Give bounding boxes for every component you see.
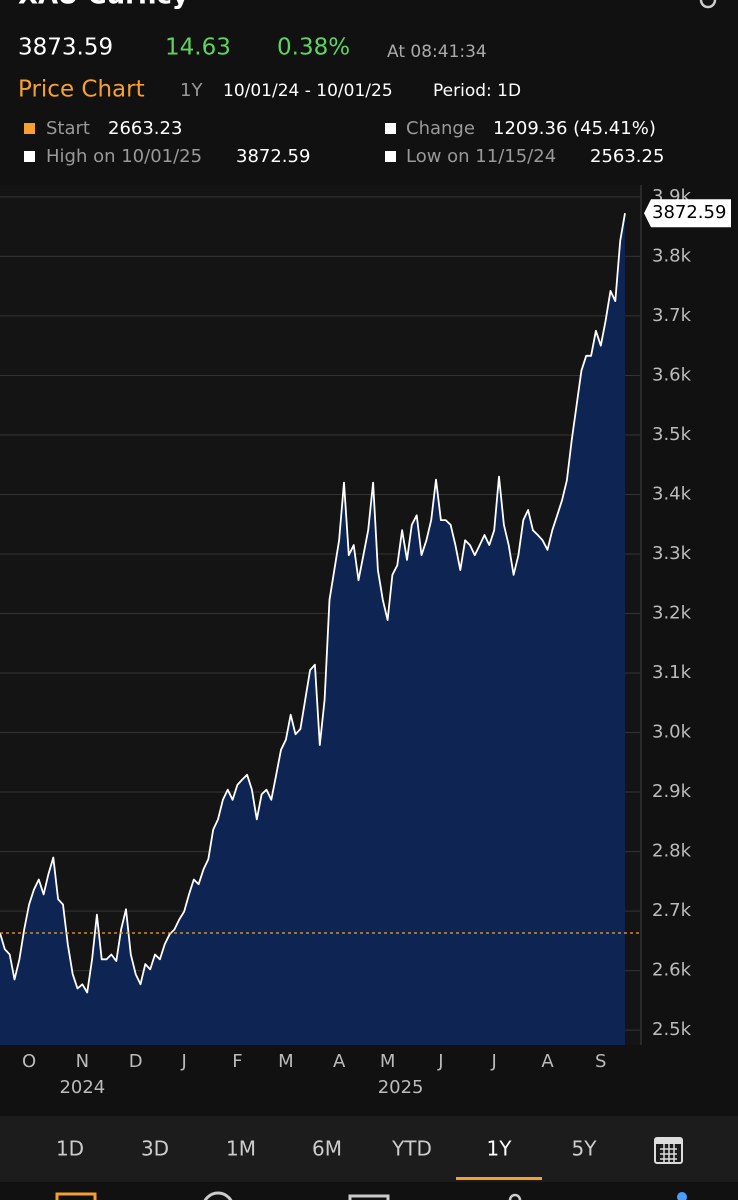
x-tick-label: A: [541, 1051, 554, 1072]
x-tick-label: O: [22, 1051, 36, 1072]
y-tick-label: 2.8k: [652, 841, 692, 862]
price: 3873.59: [18, 35, 113, 61]
legend-swatch: [24, 151, 35, 162]
y-tick-label: 3.8k: [652, 245, 692, 266]
x-tick-label: J: [437, 1051, 443, 1072]
stat-value: 3872.59: [236, 146, 310, 167]
x-tick-label: J: [180, 1051, 186, 1072]
y-tick-label: 2.6k: [652, 960, 692, 981]
range-tab[interactable]: 3D: [141, 1137, 169, 1161]
last-price-box: [644, 199, 731, 228]
tabs: 1D 3D 1M 6M YTD 1Y 5Y: [56, 1137, 598, 1180]
range: 1Y: [180, 80, 203, 101]
change-percent: 0.38%: [277, 35, 350, 61]
y-tick-label: 3.5k: [652, 424, 692, 445]
nav-icon[interactable]: [508, 1193, 522, 1200]
range-tab[interactable]: 5Y: [572, 1137, 598, 1161]
stat-label: High on 10/01/25: [46, 146, 202, 167]
y-tick-label: 3.7k: [652, 305, 692, 326]
nav-icon[interactable]: [203, 1191, 233, 1200]
last-price-label: 3872.59: [652, 202, 726, 223]
security-title: XAU Curncy: [18, 0, 189, 11]
x-tick-label: N: [76, 1051, 89, 1072]
range-tab[interactable]: 1Y: [487, 1137, 513, 1161]
y-tick-label: 2.7k: [652, 900, 692, 921]
y-tick-label: 3.6k: [652, 364, 692, 385]
range-tab[interactable]: 1D: [56, 1137, 84, 1161]
legend-swatch: [385, 123, 396, 134]
y-tick-label: 2.5k: [652, 1019, 692, 1040]
nav-icon[interactable]: [348, 1194, 390, 1200]
date-range: 10/01/24 - 10/01/25: [223, 81, 393, 101]
tab-bar: [0, 1116, 738, 1182]
bottom-nav: [0, 1182, 738, 1200]
x-tick-label: M: [278, 1051, 294, 1072]
y-tick-label: 3.2k: [652, 603, 692, 624]
range-tab[interactable]: 6M: [312, 1137, 342, 1161]
x-tick-label: D: [129, 1051, 143, 1072]
y-tick-label: 3.0k: [652, 722, 692, 743]
x-year-label: 2025: [378, 1077, 424, 1098]
legend-swatch: [385, 151, 396, 162]
price-line: [0, 213, 626, 994]
period: Period: 1D: [433, 81, 521, 101]
area-fill: [0, 213, 625, 1045]
x-tick-label: F: [232, 1051, 242, 1072]
nav-icon[interactable]: [55, 1192, 97, 1200]
legend-swatch: [24, 123, 35, 134]
range-tab[interactable]: 1M: [226, 1137, 256, 1161]
y-tick-label: 3.1k: [652, 662, 692, 683]
x-tick-label: M: [380, 1051, 396, 1072]
stat-label: Low on 11/15/24: [406, 146, 556, 167]
time: At 08:41:34: [387, 42, 487, 62]
selected-underline: [456, 1177, 542, 1180]
stat-value: 2563.25: [590, 146, 664, 167]
calendar-icon[interactable]: [654, 1137, 683, 1164]
change: 14.63: [165, 35, 231, 61]
stat-value: 1209.36 (45.41%): [493, 118, 656, 139]
chart-title: Price Chart: [18, 77, 145, 103]
y-tick-label: 3.4k: [652, 483, 692, 504]
stat-label: Start: [46, 118, 90, 139]
x-tick-label: A: [333, 1051, 346, 1072]
plot: 2.5k 2.6k 2.7k 2.8k 2.9k 3.0k 3.1k 3.2k 3.3k 3.4k…: [0, 185, 731, 1098]
y-tick-label: 3.3k: [652, 543, 692, 564]
range-tab[interactable]: YTD: [391, 1137, 432, 1161]
nav-icon[interactable]: [677, 1192, 687, 1200]
x-tick-label: J: [491, 1051, 497, 1072]
y-tick-label: 2.9k: [652, 781, 692, 802]
stat-label: Change: [406, 118, 475, 139]
settings-icon[interactable]: [699, 0, 717, 9]
x-tick-label: S: [595, 1051, 606, 1072]
x-year-label: 2024: [59, 1077, 105, 1098]
stat-value: 2663.23: [108, 118, 182, 139]
